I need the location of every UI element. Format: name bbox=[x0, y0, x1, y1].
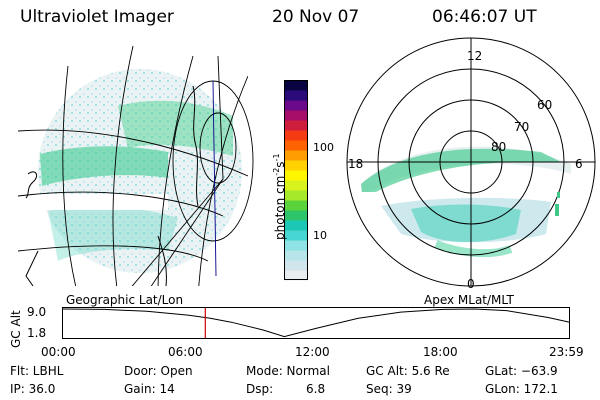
colorbar-swatch bbox=[284, 120, 308, 131]
unit-exp1: -2 bbox=[272, 167, 281, 176]
plot-frame bbox=[62, 307, 570, 339]
colorbar-swatch bbox=[284, 90, 308, 101]
unit-exp2: -1 bbox=[272, 153, 281, 162]
colorbar-swatch bbox=[284, 210, 308, 221]
colorbar-swatch bbox=[284, 110, 308, 121]
status-gain: Gain: 14 bbox=[124, 382, 175, 396]
status-glon: GLon: 172.1 bbox=[485, 382, 558, 396]
colorbar-swatch bbox=[284, 200, 308, 211]
alt-xtick-1: 06:00 bbox=[168, 345, 203, 359]
mlat-label-60: 60 bbox=[537, 98, 553, 112]
alt-ytick-bottom: 1.8 bbox=[27, 326, 47, 340]
geographic-label: Geographic Lat/Lon bbox=[66, 293, 184, 307]
status-ip: IP: 36.0 bbox=[10, 382, 56, 396]
colorbar-swatch bbox=[284, 150, 308, 161]
mlt-label-6: 6 bbox=[575, 157, 583, 171]
colorbar-swatch bbox=[284, 130, 308, 141]
colorbar-swatch bbox=[284, 160, 308, 171]
status-dsp-value: 6.8 bbox=[306, 382, 326, 396]
altitude-plot bbox=[61, 307, 570, 339]
mlt-label-12: 12 bbox=[467, 49, 483, 63]
apex-label: Apex MLat/MLT bbox=[424, 293, 514, 307]
auroral-oval-band bbox=[361, 148, 561, 199]
colorbar-unit-label: photon cm-2s-1 bbox=[272, 153, 287, 240]
colorbar-swatch bbox=[284, 100, 308, 111]
geographic-map bbox=[18, 45, 254, 287]
colorbar-swatch bbox=[284, 180, 308, 191]
mlat-label-80: 80 bbox=[491, 140, 507, 154]
alt-xtick-3: 18:00 bbox=[423, 345, 458, 359]
dayside-gap bbox=[18, 194, 168, 210]
colorbar-tick-10: 10 bbox=[313, 229, 327, 242]
colorbar-swatch bbox=[284, 250, 308, 261]
colorbar-swatch bbox=[284, 80, 308, 91]
colorbar-swatch bbox=[284, 220, 308, 231]
unit-s: s bbox=[273, 161, 287, 168]
mlt-label-0: 0 bbox=[467, 277, 475, 291]
colorbar-tick-100: 100 bbox=[313, 141, 334, 154]
instrument-title: Ultraviolet Imager bbox=[20, 7, 174, 27]
date-label: 20 Nov 07 bbox=[272, 7, 360, 27]
mlt-label-18: 18 bbox=[348, 157, 364, 171]
status-dsp-label: Dsp: bbox=[246, 382, 274, 396]
colorbar-swatch bbox=[284, 140, 308, 151]
colorbar-swatch bbox=[284, 190, 308, 201]
colorbar-swatch bbox=[284, 170, 308, 181]
alt-xtick-2: 12:00 bbox=[295, 345, 330, 359]
auroral-band-left bbox=[40, 146, 168, 186]
status-door: Door: Open bbox=[124, 364, 193, 378]
unit-text: photon cm bbox=[273, 175, 287, 240]
status-gc-alt: GC Alt: 5.6 Re bbox=[366, 364, 450, 378]
alt-xtick-0: 00:00 bbox=[41, 345, 76, 359]
time-label: 06:46:07 UT bbox=[432, 7, 537, 27]
mlat-label-70: 70 bbox=[514, 120, 530, 134]
color-bar bbox=[284, 80, 308, 281]
colorbar-swatch bbox=[284, 270, 308, 281]
status-flt: Flt: LBHL bbox=[10, 364, 64, 378]
status-seq: Seq: 39 bbox=[366, 382, 412, 396]
colorbar-swatch bbox=[284, 230, 308, 241]
alt-ylabel: GC Alt bbox=[9, 310, 23, 348]
magnetic-polar-map bbox=[346, 37, 596, 287]
altitude-line bbox=[61, 308, 570, 338]
alt-xtick-4: 23:59 bbox=[549, 345, 584, 359]
colorbar-swatch bbox=[284, 240, 308, 251]
status-mode: Mode: Normal bbox=[246, 364, 330, 378]
colorbar-frame bbox=[284, 80, 308, 280]
alt-ytick-top: 9.0 bbox=[27, 305, 47, 319]
colorbar-swatch bbox=[284, 260, 308, 271]
status-glat: GLat: −63.9 bbox=[485, 364, 558, 378]
